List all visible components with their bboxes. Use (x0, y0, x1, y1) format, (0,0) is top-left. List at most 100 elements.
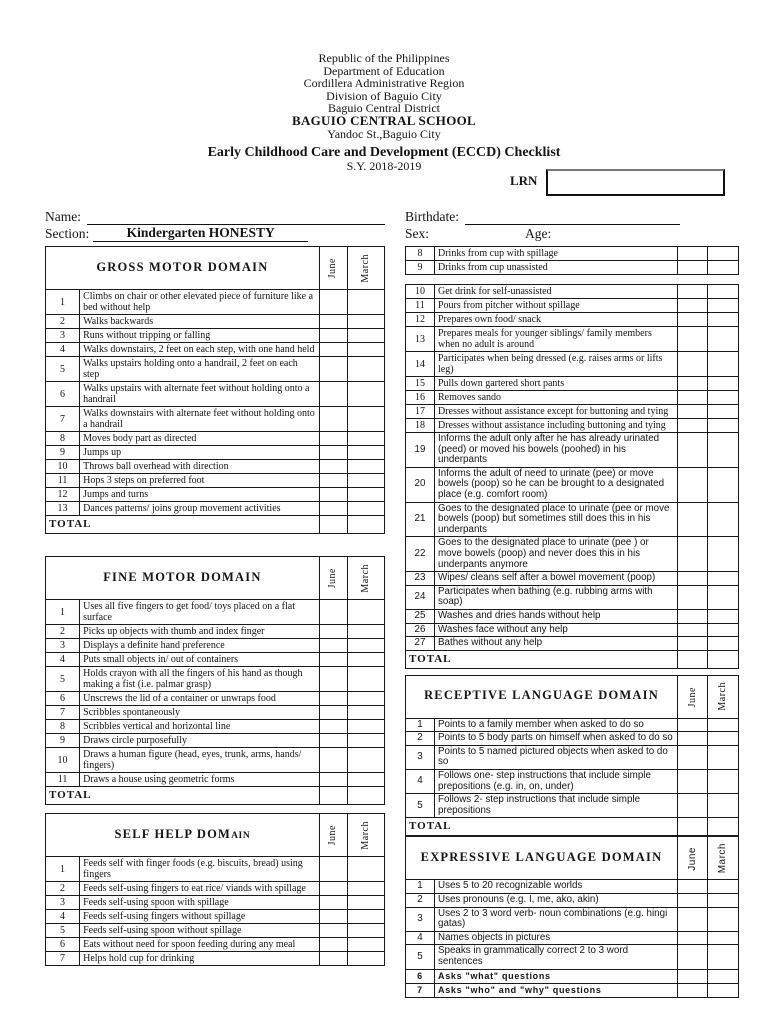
row-text: Draws circle purposefully (79, 733, 320, 748)
row-text: Scribbles spontaneously (79, 705, 320, 720)
june-cell (318, 951, 348, 966)
table-row: 10 Throws ball overhead with direction (44, 459, 386, 474)
table-row: 13 Prepares meals for younger siblings/ … (405, 326, 739, 352)
table-row: 7 Scribbles spontaneously (44, 705, 386, 720)
table-row: 9 Drinks from cup unassisted (405, 260, 739, 275)
june-cell (677, 284, 708, 299)
june-cell (318, 719, 348, 734)
row-text: Points to a family member when asked to … (433, 717, 679, 733)
row-text: Asks "what" questions (434, 968, 678, 984)
march-cell (707, 968, 739, 984)
row-text: Goes to the designated place to urinate … (434, 501, 678, 538)
march-cell (346, 747, 386, 773)
march-cell (346, 289, 386, 315)
march-cell (346, 445, 386, 460)
row-text: Dresses without assistance except for bu… (434, 404, 678, 419)
june-cell (677, 717, 709, 733)
row-text: Unscrews the lid of a container or unwra… (79, 691, 320, 706)
june-cell (677, 312, 708, 327)
march-cell (346, 895, 386, 910)
table-row: 13 Dances patterns/ joins group movement… (44, 501, 386, 516)
row-text: Jumps up (79, 445, 320, 460)
march-cell (346, 431, 386, 446)
march-cell (707, 390, 739, 405)
table-row: 2 Walks backwards (44, 314, 386, 329)
june-cell (318, 599, 348, 625)
row-text: Drinks from cup with spillage (434, 246, 678, 261)
june-cell (318, 923, 348, 938)
june-total-cell (318, 515, 348, 534)
june-cell (318, 473, 348, 488)
expressive-title: EXPRESSIVE LANGUAGE DOMAIN (405, 836, 678, 881)
row-number: 18 (405, 418, 435, 433)
row-number: 9 (405, 260, 435, 275)
june-cell (318, 342, 348, 357)
self-help-header: SELF HELP DOMAIN June March (45, 813, 386, 857)
march-cell (346, 652, 386, 667)
row-text: Pours from pitcher without spillage (434, 298, 678, 313)
row-text: Removes sando (434, 390, 678, 405)
table-row: 3 Displays a definite hand preference (44, 638, 386, 653)
table-row: 1 Uses 5 to 20 recognizable worlds (405, 879, 739, 895)
march-cell (346, 356, 386, 382)
row-number: 9 (44, 445, 81, 460)
june-column-header: June (318, 246, 348, 290)
row-number: 7 (44, 406, 81, 432)
march-cell (346, 487, 386, 502)
row-text: Participates when bathing (e.g. rubbing … (434, 584, 678, 610)
row-text: Walks upstairs with alternate feet witho… (79, 381, 320, 407)
march-cell (707, 944, 739, 970)
row-number: 3 (44, 638, 81, 653)
table-row: 19 Informs the adult only after he has a… (405, 432, 739, 468)
name-underline (87, 209, 385, 225)
total-row: TOTAL (405, 649, 739, 669)
march-total-cell (346, 515, 386, 534)
march-cell (346, 951, 386, 966)
row-text: Feeds self-using fingers without spillag… (79, 909, 320, 924)
row-text: Wipes/ cleans self after a bowel movemen… (434, 571, 678, 586)
march-cell (346, 937, 386, 952)
table-row: 8 Moves body part as directed (44, 431, 386, 446)
row-text: Climbs on chair or other elevated piece … (79, 289, 320, 315)
right-column: Birthdate: Sex: Age: 8 Drinks from cup w… (404, 208, 740, 998)
row-text: Uses all five fingers to get food/ toys … (79, 599, 320, 625)
row-text: Displays a definite hand preference (79, 638, 320, 653)
june-cell (318, 406, 348, 432)
june-cell (677, 879, 708, 895)
receptive-header: RECEPTIVE LANGUAGE DOMAIN June March (404, 674, 740, 719)
row-number: 2 (44, 624, 81, 639)
school-year: S.Y. 2018-2019 (346, 158, 422, 173)
june-cell (677, 260, 708, 275)
document-title: Early Childhood Care and Development (EC… (207, 145, 561, 161)
table-row: 11 Draws a house using geometric forms (44, 772, 386, 787)
march-column-header: March (346, 813, 386, 857)
row-text: Feeds self-using fingers to eat rice/ vi… (79, 881, 320, 896)
march-cell (346, 733, 386, 748)
row-number: 10 (44, 459, 81, 474)
row-number: 24 (405, 584, 435, 610)
row-number: 8 (44, 431, 81, 446)
row-number: 20 (405, 466, 435, 503)
table-row: 3 Runs without tripping or falling (44, 328, 386, 343)
self-help-continued-top-table: 8 Drinks from cup with spillage 9 Drinks… (405, 246, 739, 275)
row-text: Asks "who" and "why" questions (434, 982, 678, 998)
table-row: 6 Walks upstairs with alternate feet wit… (44, 381, 386, 407)
row-text: Informs the adult only after he has alre… (434, 432, 678, 468)
june-cell (677, 536, 708, 573)
table-row: 2 Feeds self-using fingers to eat rice/ … (44, 881, 386, 896)
march-cell (346, 666, 386, 692)
row-number: 16 (405, 390, 435, 405)
june-cell (318, 705, 348, 720)
march-cell (346, 691, 386, 706)
row-text: Dances patterns/ joins group movement ac… (79, 501, 320, 516)
march-cell (707, 744, 740, 771)
expressive-language-table: EXPRESSIVE LANGUAGE DOMAIN June March 1 … (405, 836, 739, 998)
left-column: Name: Section: Kindergarten HONESTY GROS… (44, 208, 386, 966)
june-cell (677, 376, 708, 391)
march-cell (346, 342, 386, 357)
row-number: 11 (44, 473, 81, 488)
june-cell (677, 326, 708, 352)
june-column-header: June (318, 813, 348, 857)
table-row: 10 Draws a human figure (head, eyes, tru… (44, 747, 386, 773)
june-cell (318, 937, 348, 952)
